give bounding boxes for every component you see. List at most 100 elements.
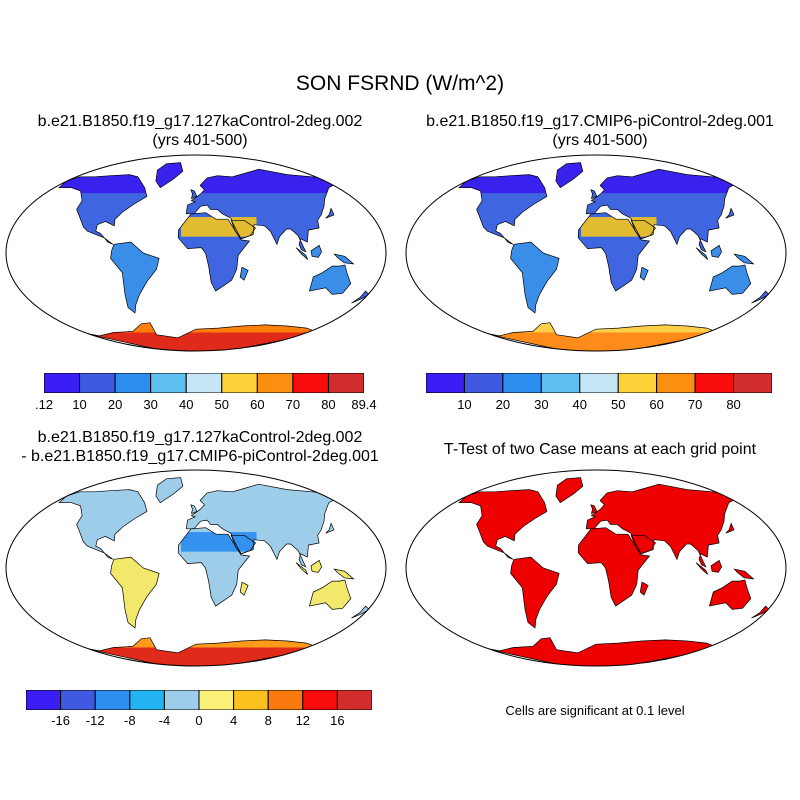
colorbar-box (221, 373, 258, 393)
colorbar-tick-label: 50 (610, 397, 626, 412)
land-southAmerica (510, 557, 560, 628)
colorbar-box (163, 690, 200, 710)
coastline-borneo (310, 559, 322, 573)
colorbar-tick-label: 20 (107, 397, 123, 412)
coastline-sumatra (295, 562, 309, 575)
coastline-newGuinea (733, 253, 755, 265)
coastline-europeAsia (185, 483, 338, 568)
colorbar-box (327, 373, 364, 393)
land-borneo (711, 245, 722, 258)
coastline-australia (708, 264, 752, 295)
coastline-madagascar (639, 266, 649, 281)
colorbar-tick-label: 0 (195, 713, 203, 728)
land-australia (309, 580, 351, 610)
colorbar-tick-label: 70 (285, 397, 301, 412)
land-newGuinea (734, 254, 754, 264)
coastline-europeAsia (585, 483, 738, 568)
colorbar-box (502, 373, 542, 393)
colorbar-box (617, 373, 658, 393)
land-borneo (311, 245, 322, 258)
land-newZealand (351, 291, 370, 304)
colorbar-box (60, 690, 96, 710)
land-uk (590, 189, 597, 199)
panel3-colorbar-labels: -16 -12 -8 -4 0 4 8 12 16 (26, 713, 372, 729)
coastline-uk (190, 504, 198, 515)
land-borneo (311, 560, 322, 573)
colorbar-box (256, 373, 294, 393)
colorbar-tick-label: 16 (330, 713, 345, 728)
coastline-newGuinea (333, 568, 355, 580)
colorbar-tick-label: -8 (124, 713, 136, 728)
coastline-africa (177, 527, 251, 607)
coastline-newGuinea (733, 568, 755, 580)
coastline-greenland (555, 477, 584, 504)
coastline-japan (725, 207, 735, 219)
colorbar-tick-label: 80 (726, 397, 741, 412)
colorbar-tick-label: 4 (229, 713, 238, 728)
panel2-colorbar-labels: 10 20 30 40 50 60 70 80 (426, 397, 772, 413)
colorbar-box (426, 373, 465, 393)
colorbar-tick-label: .12 (34, 397, 54, 412)
land-madagascar (240, 267, 249, 281)
desert-region (181, 217, 257, 237)
panel4-title: T-Test of two Case means at each grid po… (400, 440, 800, 459)
colorbar-box (44, 373, 81, 393)
coastline-arabia (630, 534, 656, 555)
coastline-australia (308, 579, 352, 610)
coastline-northAmerica (58, 174, 148, 245)
panel1-title-line1: b.e21.B1850.f19_g17.127kaControl-2deg.00… (37, 113, 363, 130)
coastline-sumatra (695, 247, 709, 260)
map-border (405, 154, 787, 352)
coastline-greenland (155, 162, 184, 189)
colorbar-box (79, 373, 116, 393)
land-newZealand (751, 291, 770, 304)
coastline-africa (177, 212, 251, 292)
colorbar-box (26, 690, 62, 710)
coastline-madagascar (239, 266, 249, 281)
colorbar-tick-label: -16 (51, 713, 70, 728)
colorbar-tick-label: 30 (143, 397, 158, 412)
coastline-madagascar (239, 581, 249, 596)
coastline-japan (325, 207, 335, 219)
panel1-title: b.e21.B1850.f19_g17.127kaControl-2deg.00… (0, 112, 400, 150)
coastline-madagascar (639, 581, 649, 596)
coastline-borneo (710, 244, 722, 258)
colorbar-tick-label: 12 (295, 713, 311, 728)
coastline-borneo (310, 244, 322, 258)
panel2-title-line2: (yrs 401-500) (552, 132, 648, 149)
panel3-map (5, 469, 387, 667)
land-newGuinea (334, 254, 354, 264)
colorbar-box (114, 373, 152, 393)
coastline-japan (725, 522, 735, 534)
coastline-northAmerica (458, 174, 548, 245)
colorbar-tick-label: -4 (158, 713, 171, 728)
figure-title: SON FSRND (W/m^2) (295, 72, 505, 95)
colorbar-box (463, 373, 504, 393)
desert-region (581, 532, 657, 552)
coastline-southAmerica (510, 241, 560, 314)
land-southAmerica (110, 557, 160, 628)
colorbar-box (292, 373, 329, 393)
coastline-uk (190, 189, 198, 200)
panel2-colorbar (426, 373, 772, 393)
coastline-greenland (155, 477, 184, 504)
colorbar-tick-label: 60 (649, 397, 664, 412)
coastline-uk (590, 189, 598, 200)
colorbar-box (185, 373, 223, 393)
panel4-map (405, 469, 787, 667)
land-borneo (711, 560, 722, 573)
panel3-title-line1: b.e21.B1850.f19_g17.127kaControl-2deg.00… (37, 429, 363, 446)
land-madagascar (240, 582, 249, 596)
land-southAmerica (510, 242, 560, 313)
panel1-colorbar-labels: .12 10 20 30 40 50 60 70 80 89.4 (35, 397, 377, 413)
coastline-southAmerica (110, 556, 160, 629)
colorbar-tick-label: 50 (214, 397, 229, 412)
colorbar-tick-label: 10 (457, 397, 472, 412)
coastline-japan (325, 522, 335, 534)
colorbar-tick-label: 8 (264, 713, 272, 728)
coastline-arabia (230, 219, 256, 240)
coastline-arabia (630, 219, 656, 240)
colorbar-box (233, 690, 269, 710)
coastline-sumatra (695, 562, 709, 575)
coastline-northAmerica (58, 489, 148, 560)
